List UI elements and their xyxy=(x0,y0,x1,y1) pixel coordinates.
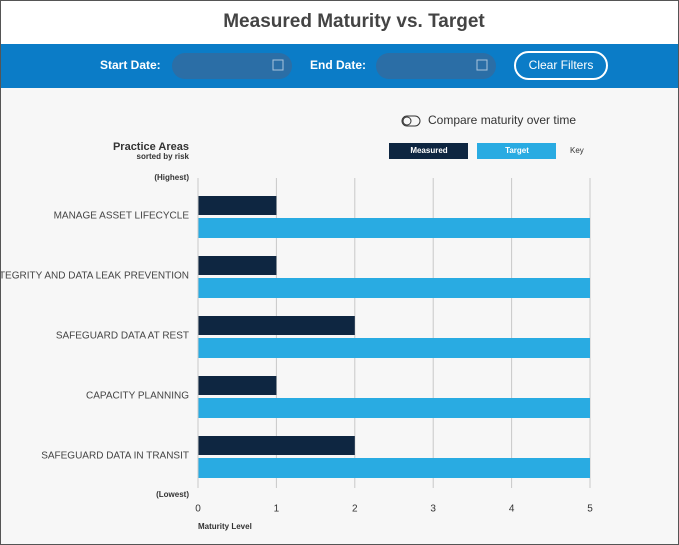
calendar-icon xyxy=(476,59,488,71)
bar xyxy=(198,316,355,335)
x-tick-label: 0 xyxy=(195,504,201,515)
x-tick-label: 4 xyxy=(509,504,515,515)
bar xyxy=(198,436,355,455)
end-date-label: End Date: xyxy=(310,58,366,72)
legend-key: Key xyxy=(570,146,584,155)
x-tick-label: 5 xyxy=(587,504,593,515)
end-date-input[interactable] xyxy=(376,53,496,79)
category-label: SAFEGUARD DATA IN TRANSIT xyxy=(41,451,189,462)
category-label: CAPACITY PLANNING xyxy=(86,391,189,402)
toggle-knob xyxy=(402,116,412,126)
legend-swatch xyxy=(477,143,556,159)
header-bg xyxy=(0,0,679,44)
category-label: MANAGE ASSET LIFECYCLE xyxy=(54,211,190,222)
category-label: SAFEGUARD DATA AT REST xyxy=(56,331,189,342)
bar xyxy=(198,256,277,275)
x-tick-label: 3 xyxy=(430,504,436,515)
y-axis-title: Practice Areas xyxy=(113,141,189,153)
bar xyxy=(198,398,590,418)
bar xyxy=(198,218,590,238)
y-axis-subtitle: sorted by risk xyxy=(137,152,190,161)
clear-filters-text[interactable]: Clear Filters xyxy=(529,58,594,72)
clear-filters-button[interactable] xyxy=(514,51,608,80)
legend-label: Measured xyxy=(410,146,447,155)
bar xyxy=(198,278,590,298)
start-date-input[interactable] xyxy=(172,53,292,79)
calendar-icon xyxy=(272,59,284,71)
toggle-switch[interactable] xyxy=(401,115,421,127)
bar xyxy=(198,338,590,358)
bottom-note: (Lowest) xyxy=(156,490,189,499)
top-note: (Highest) xyxy=(154,173,189,182)
toggle-label[interactable]: Compare maturity over time xyxy=(428,113,576,127)
legend-swatch xyxy=(389,143,468,159)
category-label: INTEGRITY AND DATA LEAK PREVENTION xyxy=(0,271,189,282)
bar xyxy=(198,458,590,478)
x-axis-title: Maturity Level xyxy=(198,522,252,531)
legend-label: Target xyxy=(505,146,529,155)
x-tick-label: 1 xyxy=(274,504,280,515)
bar xyxy=(198,376,277,395)
page-title: Measured Maturity vs. Target xyxy=(223,11,485,32)
start-date-label: Start Date: xyxy=(100,58,161,72)
bar xyxy=(198,196,277,215)
x-tick-label: 2 xyxy=(352,504,358,515)
